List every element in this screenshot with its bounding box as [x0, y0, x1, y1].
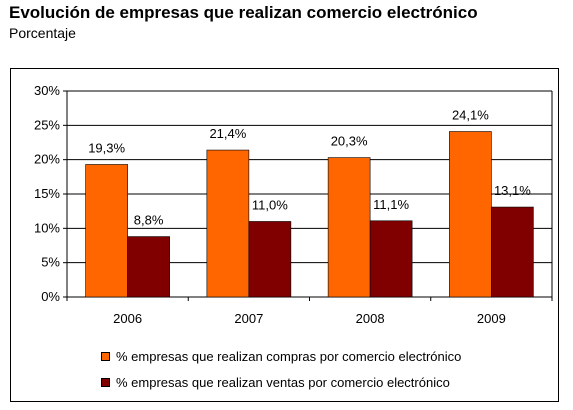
legend-label-ventas: % empresas que realizan ventas por comer…: [116, 375, 450, 390]
bar-ventas: [369, 220, 413, 298]
data-label-compras: 19,3%: [88, 140, 125, 155]
data-label-compras: 21,4%: [209, 126, 246, 141]
y-tick-label: 10%: [34, 220, 60, 235]
legend-swatch-compras: [101, 352, 110, 361]
y-tick-label: 25%: [34, 117, 60, 132]
data-label-ventas: 8,8%: [134, 213, 164, 228]
chart-subtitle: Porcentaje: [9, 25, 76, 41]
x-tick-label: 2008: [356, 311, 385, 326]
bar-chart: 0% 5% 10% 15% 20% 25% 30% 2006 19,3% 8,8% 2007 21,4…: [34, 83, 553, 326]
bar-compras: [449, 131, 492, 298]
bar-ventas: [491, 206, 534, 298]
data-label-ventas: 11,0%: [252, 197, 288, 212]
bar-compras: [85, 164, 128, 298]
x-tick-label: 2007: [234, 311, 263, 326]
y-tick-label: 0%: [41, 289, 60, 304]
legend-swatch-ventas: [101, 378, 110, 387]
legend-item-compras: % empresas que realizan compras por come…: [101, 349, 551, 364]
chart-title: Evolución de empresas que realizan comer…: [9, 3, 478, 22]
data-label-compras: 24,1%: [452, 108, 489, 123]
data-label-ventas: 13,1%: [494, 183, 531, 198]
legend-item-ventas: % empresas que realizan ventas por comer…: [101, 375, 551, 390]
x-tick-label: 2009: [477, 311, 506, 326]
data-label-ventas: 11,1%: [373, 197, 409, 212]
x-tick-label: 2006: [113, 311, 142, 326]
data-label-compras: 20,3%: [331, 134, 368, 149]
bar-compras: [206, 149, 250, 298]
bar-ventas: [127, 236, 170, 298]
chart-frame: 0% 5% 10% 15% 20% 25% 30% 2006 19,3% 8,8% 2007 21,4…: [10, 68, 559, 402]
y-tick-label: 20%: [34, 152, 60, 167]
y-tick-label: 30%: [34, 83, 60, 98]
y-tick-label: 5%: [41, 255, 60, 270]
bar-ventas: [248, 221, 292, 298]
y-tick-label: 15%: [34, 186, 60, 201]
legend-label-compras: % empresas que realizan compras por come…: [116, 349, 462, 364]
bar-compras: [327, 157, 371, 298]
